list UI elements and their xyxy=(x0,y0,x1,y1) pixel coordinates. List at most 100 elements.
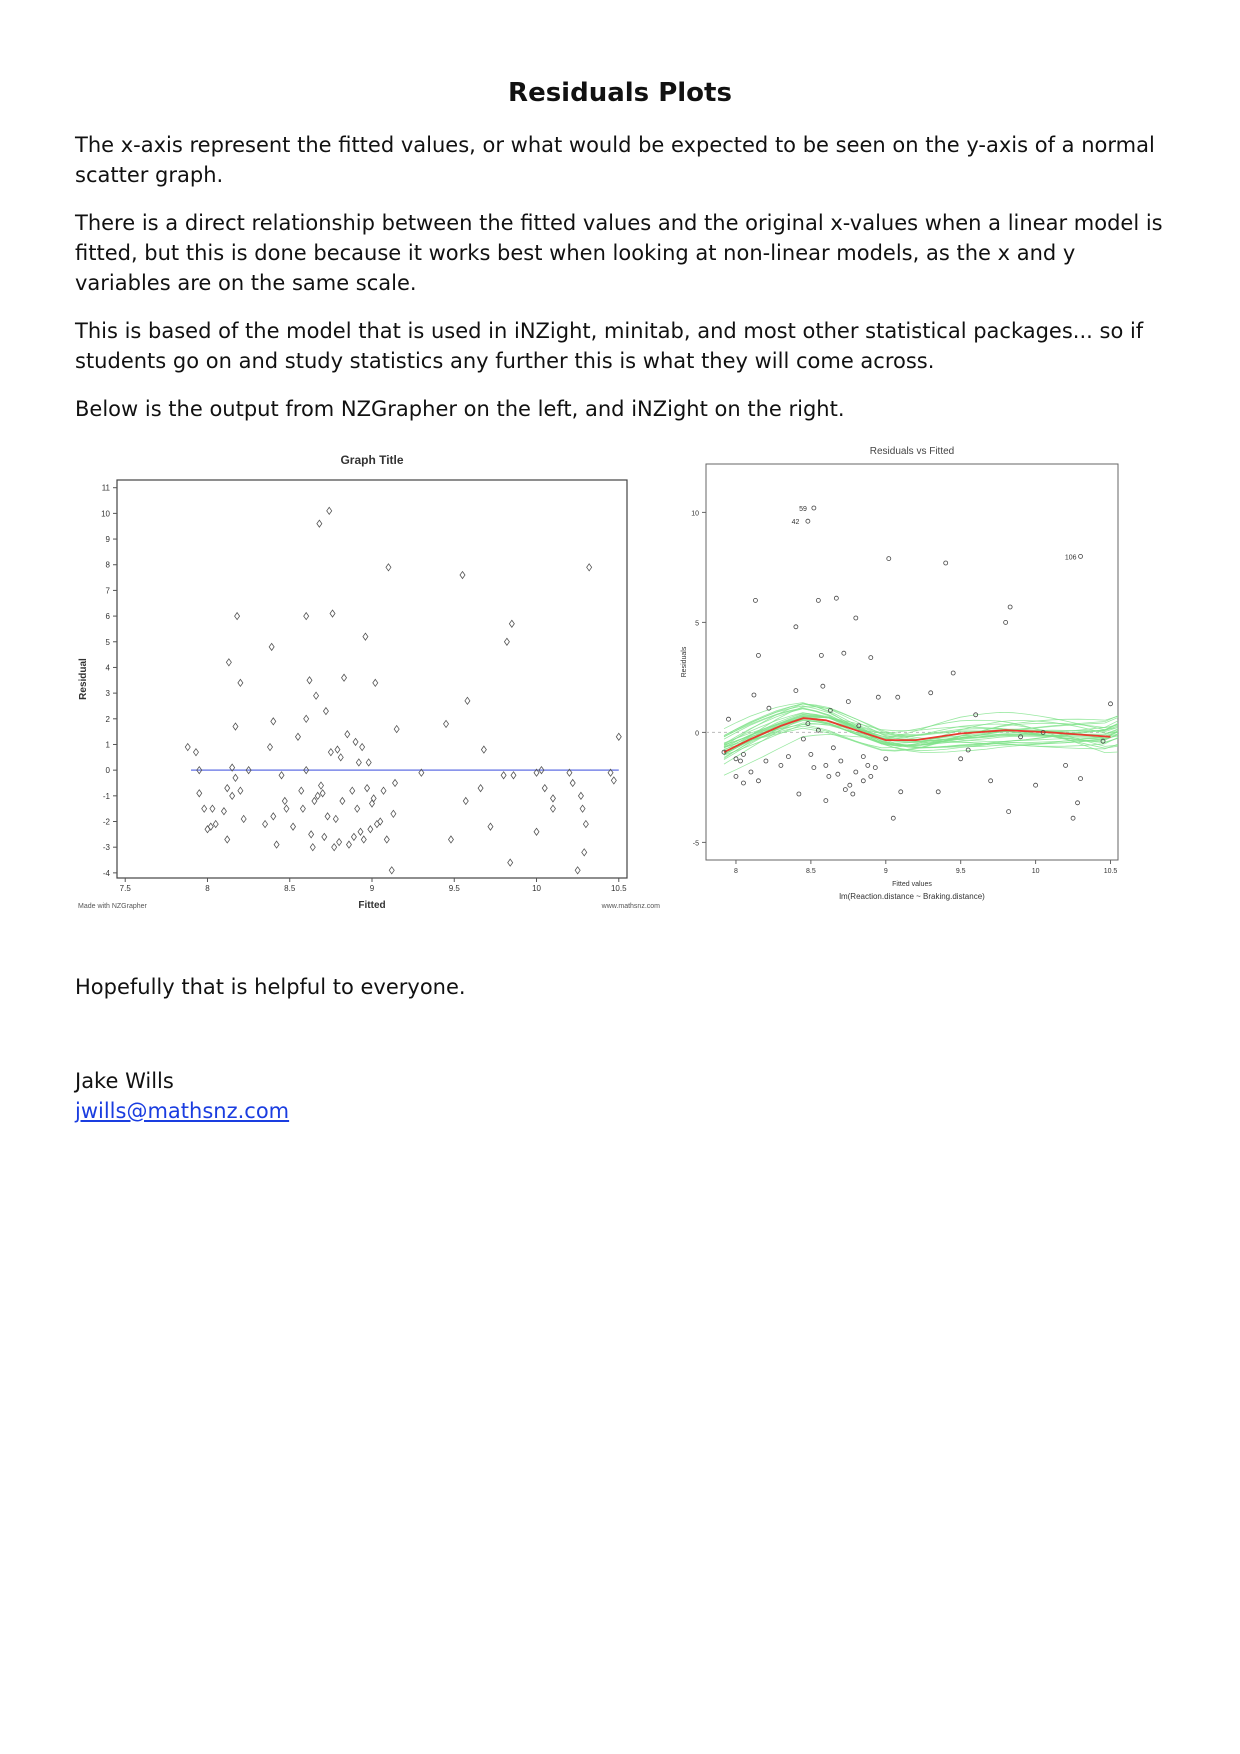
data-point xyxy=(207,822,214,831)
data-point xyxy=(853,615,859,621)
data-point xyxy=(533,827,540,836)
data-point xyxy=(786,754,791,760)
data-point xyxy=(886,556,892,561)
data-point xyxy=(503,637,510,646)
data-point xyxy=(577,791,584,801)
bootstrap-smoother xyxy=(723,711,1119,776)
data-point xyxy=(314,791,321,801)
x-tick-label: 8 xyxy=(205,884,210,893)
y-tick-label: 6 xyxy=(106,612,111,621)
data-point xyxy=(290,822,297,831)
data-point xyxy=(220,807,227,816)
data-point xyxy=(350,832,357,842)
data-point xyxy=(372,678,379,688)
data-point xyxy=(225,658,232,667)
data-point xyxy=(865,762,871,768)
data-point xyxy=(965,747,971,753)
data-point xyxy=(229,763,236,772)
data-point xyxy=(883,756,889,762)
data-point xyxy=(349,786,356,795)
data-point xyxy=(480,745,487,754)
data-point xyxy=(318,781,324,790)
data-point xyxy=(336,837,343,847)
data-point xyxy=(316,519,323,528)
data-point xyxy=(808,751,814,757)
data-point xyxy=(510,771,517,780)
data-point xyxy=(209,804,216,813)
data-point xyxy=(212,819,219,829)
data-point xyxy=(898,789,904,795)
footer-credit: Made with NZGrapher xyxy=(78,903,148,910)
data-point xyxy=(331,842,338,852)
paragraph-output-intro: Below is the output from NZGrapher on th… xyxy=(75,397,845,421)
data-point xyxy=(196,765,203,775)
data-point xyxy=(811,505,817,511)
y-tick-label: 5 xyxy=(106,638,111,647)
data-point xyxy=(549,804,556,813)
bootstrap-smoother xyxy=(723,719,1119,756)
data-point xyxy=(270,717,277,726)
data-point xyxy=(1100,738,1106,744)
data-point xyxy=(204,825,211,834)
paragraph-software: This is based of the model that is used … xyxy=(75,319,1144,373)
bootstrap-smoother xyxy=(723,712,1119,746)
data-point xyxy=(308,830,315,839)
data-point xyxy=(823,798,829,804)
data-point xyxy=(359,742,366,752)
x-tick-label: 7.5 xyxy=(120,884,132,893)
data-point xyxy=(345,840,352,849)
data-point xyxy=(365,758,372,767)
data-point xyxy=(237,786,244,795)
page-title: Residuals Plots xyxy=(508,78,732,108)
data-point xyxy=(868,773,874,779)
data-point xyxy=(240,814,247,824)
nzgrapher-residual-plot: Graph Title -4 -3 -2 -1 0 1 2 3 4 5 6 7 8 9 10 11 7.5 8 8.5… xyxy=(72,438,672,918)
data-point xyxy=(860,778,866,784)
data-point xyxy=(778,762,784,768)
data-point xyxy=(357,827,364,836)
y-tick-label: 11 xyxy=(102,484,111,493)
data-point xyxy=(890,815,896,821)
bootstrap-smoother xyxy=(723,715,1119,758)
data-point xyxy=(733,756,739,762)
data-point xyxy=(847,782,853,788)
x-axis-label: Fitted xyxy=(358,900,385,911)
data-point xyxy=(582,819,589,829)
data-point xyxy=(756,652,761,658)
data-point xyxy=(352,737,359,747)
data-point xyxy=(872,765,878,771)
y-tick-label: 10 xyxy=(101,509,110,518)
data-point xyxy=(1063,762,1068,768)
plot-frame xyxy=(705,463,1119,861)
y-tick-label: 9 xyxy=(106,535,111,544)
data-point xyxy=(850,791,856,797)
data-point xyxy=(935,789,941,795)
data-point xyxy=(232,722,239,731)
paragraph-relationship: There is a direct relationship between t… xyxy=(75,211,1163,295)
data-point xyxy=(796,791,802,797)
data-point xyxy=(830,745,836,751)
data-point xyxy=(973,712,979,718)
data-point xyxy=(373,819,380,829)
data-point xyxy=(756,778,761,784)
data-point xyxy=(800,736,806,742)
data-point xyxy=(569,778,576,788)
data-point xyxy=(1040,729,1046,735)
data-point xyxy=(751,692,757,698)
data-point xyxy=(392,778,399,788)
author-email-link[interactable]: jwills@mathsnz.com xyxy=(75,1099,290,1123)
data-point xyxy=(823,762,829,768)
data-point xyxy=(586,563,593,572)
plot-frame xyxy=(116,479,628,879)
data-point xyxy=(741,751,746,757)
data-point xyxy=(500,771,507,780)
data-point xyxy=(232,773,239,783)
data-point xyxy=(324,812,331,821)
y-tick-label: -3 xyxy=(103,843,111,852)
data-point xyxy=(741,780,746,786)
data-point xyxy=(326,506,333,516)
data-point xyxy=(1075,800,1080,806)
data-point xyxy=(1003,619,1009,625)
data-point xyxy=(334,745,341,754)
